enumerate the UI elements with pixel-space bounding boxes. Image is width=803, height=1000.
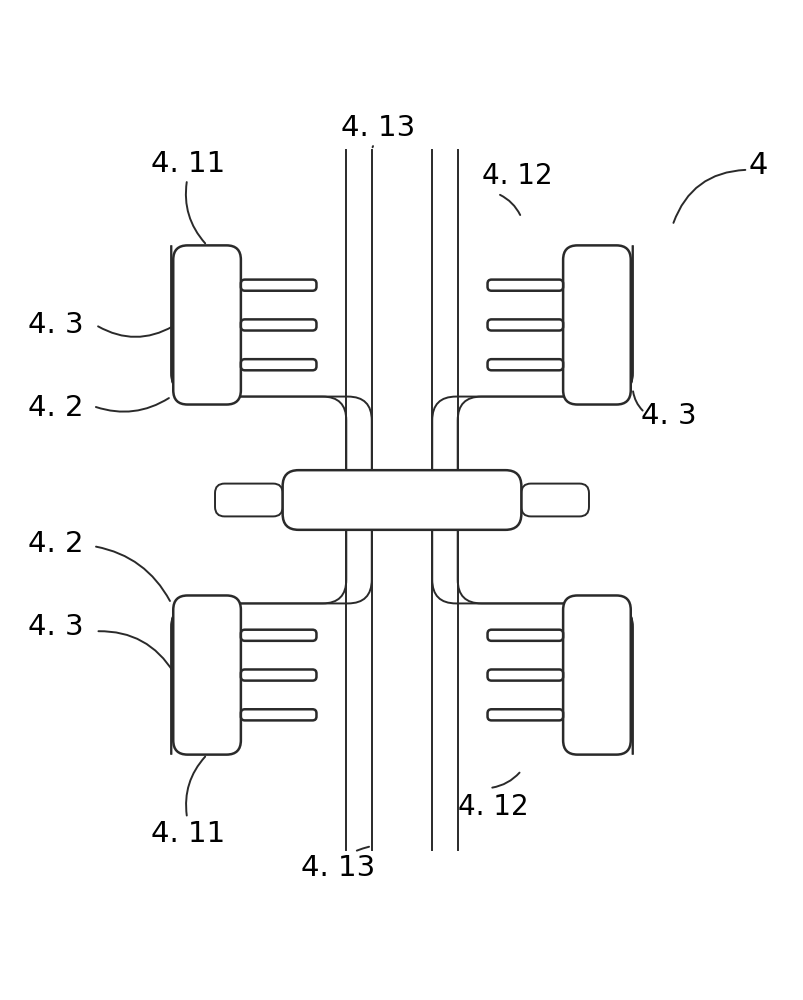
Text: 4. 2: 4. 2 (28, 394, 84, 422)
Text: 4. 13: 4. 13 (340, 114, 414, 142)
Text: 4. 3: 4. 3 (28, 311, 84, 339)
FancyBboxPatch shape (241, 280, 316, 291)
FancyBboxPatch shape (487, 359, 562, 370)
FancyBboxPatch shape (241, 319, 316, 331)
FancyBboxPatch shape (562, 595, 630, 755)
FancyBboxPatch shape (562, 245, 630, 405)
FancyBboxPatch shape (487, 669, 562, 681)
FancyBboxPatch shape (520, 484, 589, 516)
Text: 4. 13: 4. 13 (301, 854, 375, 882)
Text: 4. 12: 4. 12 (457, 793, 528, 821)
FancyBboxPatch shape (241, 669, 316, 681)
FancyBboxPatch shape (283, 470, 520, 530)
FancyBboxPatch shape (241, 709, 316, 720)
Text: 4. 11: 4. 11 (151, 150, 226, 178)
FancyBboxPatch shape (173, 595, 241, 755)
Text: 4: 4 (747, 151, 767, 180)
Text: 4. 3: 4. 3 (28, 613, 84, 641)
FancyBboxPatch shape (214, 484, 283, 516)
FancyBboxPatch shape (487, 319, 562, 331)
FancyBboxPatch shape (241, 630, 316, 641)
Text: 4. 3: 4. 3 (640, 402, 695, 430)
Text: 4. 2: 4. 2 (28, 530, 84, 558)
Text: 4. 11: 4. 11 (151, 820, 226, 848)
FancyBboxPatch shape (487, 280, 562, 291)
FancyBboxPatch shape (241, 359, 316, 370)
FancyBboxPatch shape (173, 245, 241, 405)
Text: 4. 12: 4. 12 (481, 162, 552, 190)
FancyBboxPatch shape (487, 709, 562, 720)
FancyBboxPatch shape (487, 630, 562, 641)
